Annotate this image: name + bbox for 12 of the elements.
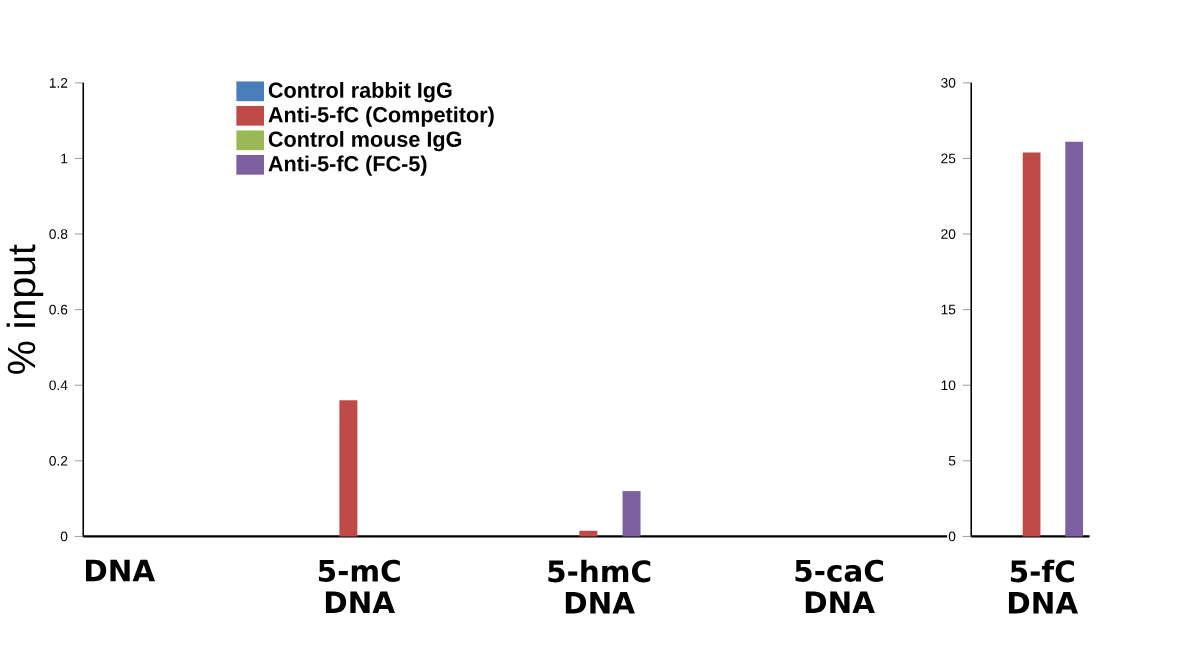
x-tick-label: DNA — [85, 559, 156, 581]
bar — [339, 400, 358, 537]
x-tick-label: 5-fC DNA — [1008, 559, 1079, 614]
x-tick-label: 5-caC DNA — [795, 559, 884, 613]
y-axis-title: % input — [6, 244, 44, 374]
x-tick-label: 5-mC DNA — [318, 559, 400, 613]
legend-label: Control rabbit IgG — [268, 81, 452, 102]
legend-label: Control mouse IgG — [268, 130, 462, 151]
legend-label: Anti-5-fC (Competitor) — [268, 106, 494, 127]
bar — [622, 490, 641, 537]
legend-label: Anti-5-fC (FC-5) — [268, 155, 427, 176]
x-tick-label: 5-hmC DNA — [548, 559, 651, 614]
